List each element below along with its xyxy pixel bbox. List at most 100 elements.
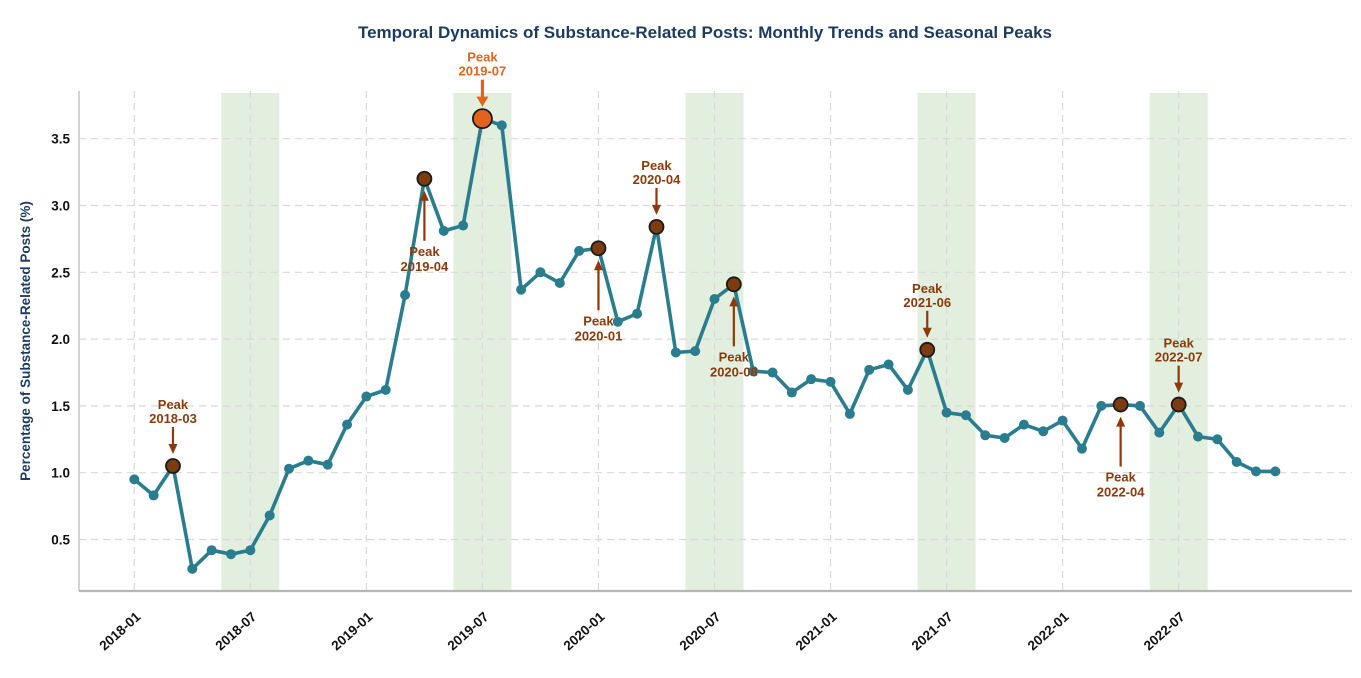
data-point xyxy=(380,384,391,395)
peak-annotation-label: Peak xyxy=(583,313,614,328)
peak-marker xyxy=(165,458,181,474)
peak-arrowhead xyxy=(651,204,661,215)
peak-annotation-date: 2020-01 xyxy=(575,328,623,343)
x-tick-label: 2020-01 xyxy=(561,609,608,654)
peak-annotation-date: 2021-06 xyxy=(903,295,951,310)
peak-arrowhead xyxy=(168,444,178,455)
y-tick-label: 3.0 xyxy=(51,199,70,214)
data-point xyxy=(458,220,469,231)
peak-arrowhead xyxy=(729,296,739,307)
data-point xyxy=(516,284,527,295)
peak-arrowhead xyxy=(922,327,932,338)
y-tick-label: 3.5 xyxy=(51,132,70,147)
data-point xyxy=(322,459,333,470)
peak-marker xyxy=(590,240,607,257)
peak-arrowhead xyxy=(593,260,603,271)
data-point xyxy=(574,245,585,256)
data-point xyxy=(187,563,198,574)
data-point xyxy=(554,277,565,288)
peak-marker xyxy=(725,276,742,293)
data-point xyxy=(438,225,449,236)
y-tick-label: 1.5 xyxy=(51,399,70,414)
peak-arrowhead xyxy=(476,96,489,107)
x-tick-label: 2018-01 xyxy=(96,609,143,654)
data-point xyxy=(1057,415,1068,426)
peak-marker xyxy=(416,170,433,187)
peak-annotation-date: 2018-03 xyxy=(149,411,197,426)
y-tick-label: 2.0 xyxy=(51,332,70,347)
peak-annotation-label: Peak xyxy=(912,281,943,296)
data-point xyxy=(1038,426,1049,437)
x-tick-label: 2018-07 xyxy=(212,609,259,653)
data-point xyxy=(245,545,256,556)
data-point xyxy=(670,347,681,358)
chart-title: Temporal Dynamics of Substance-Related P… xyxy=(358,23,1052,42)
y-axis-label: Percentage of Substance-Related Posts (%… xyxy=(18,201,33,481)
data-point xyxy=(999,432,1010,443)
x-tick-label: 2021-07 xyxy=(909,609,956,653)
data-point xyxy=(284,463,295,474)
peak-annotation-date: 2019-04 xyxy=(401,259,449,274)
data-point xyxy=(496,120,507,131)
data-point xyxy=(941,407,952,418)
peak-annotation-label: Peak xyxy=(1163,336,1194,351)
x-tick-label: 2022-07 xyxy=(1141,609,1188,653)
x-tick-label: 2020-07 xyxy=(677,609,724,653)
data-point xyxy=(902,384,913,395)
peak-arrowhead xyxy=(419,190,429,201)
data-point xyxy=(303,455,314,466)
data-point xyxy=(709,294,720,305)
data-point xyxy=(1251,466,1262,477)
data-point xyxy=(612,316,623,327)
data-point xyxy=(1270,466,1281,477)
data-point xyxy=(960,410,971,421)
data-point xyxy=(1154,427,1165,438)
data-point xyxy=(1134,400,1145,411)
data-point xyxy=(206,545,217,556)
peak-annotation-label: Peak xyxy=(719,349,750,364)
data-point xyxy=(535,267,546,278)
data-point xyxy=(1018,419,1029,430)
peak-marker xyxy=(919,341,936,358)
peak-marker xyxy=(1170,396,1187,413)
y-tick-label: 1.0 xyxy=(51,466,70,481)
data-point xyxy=(748,366,759,377)
x-tick-label: 2019-01 xyxy=(329,609,376,654)
peak-marker xyxy=(648,218,665,235)
peak-annotation-label: Peak xyxy=(1105,470,1136,485)
peak-annotation-label: Peak xyxy=(467,50,498,65)
data-point xyxy=(1231,457,1242,468)
data-point xyxy=(148,490,159,501)
x-tick-label: 2022-01 xyxy=(1025,609,1072,654)
peak-arrowhead xyxy=(1116,416,1126,427)
data-point xyxy=(1193,431,1203,442)
data-point xyxy=(1076,443,1087,454)
data-point xyxy=(864,364,875,375)
data-point xyxy=(129,474,140,485)
y-tick-label: 0.5 xyxy=(51,533,70,548)
peak-marker xyxy=(1112,396,1129,413)
data-point xyxy=(883,359,894,370)
data-point xyxy=(1096,400,1107,411)
peak-annotation-date: 2020-08 xyxy=(710,364,758,379)
data-point xyxy=(226,549,236,560)
data-point xyxy=(361,391,372,402)
data-point xyxy=(786,387,797,398)
x-tick-label: 2021-01 xyxy=(793,609,840,654)
peak-marker xyxy=(472,108,493,130)
peak-annotation-label: Peak xyxy=(409,244,440,259)
peak-annotation-label: Peak xyxy=(641,158,672,173)
data-point xyxy=(767,367,778,378)
data-point xyxy=(690,346,701,357)
data-point xyxy=(844,408,855,419)
peak-annotation-date: 2022-07 xyxy=(1155,350,1203,365)
y-tick-label: 2.5 xyxy=(51,265,70,280)
data-point xyxy=(342,419,353,430)
peak-annotation-date: 2020-04 xyxy=(633,172,681,187)
data-point xyxy=(806,374,817,385)
x-tick-label: 2019-07 xyxy=(445,609,492,653)
peak-annotation-label: Peak xyxy=(158,397,189,412)
data-point xyxy=(264,510,275,521)
